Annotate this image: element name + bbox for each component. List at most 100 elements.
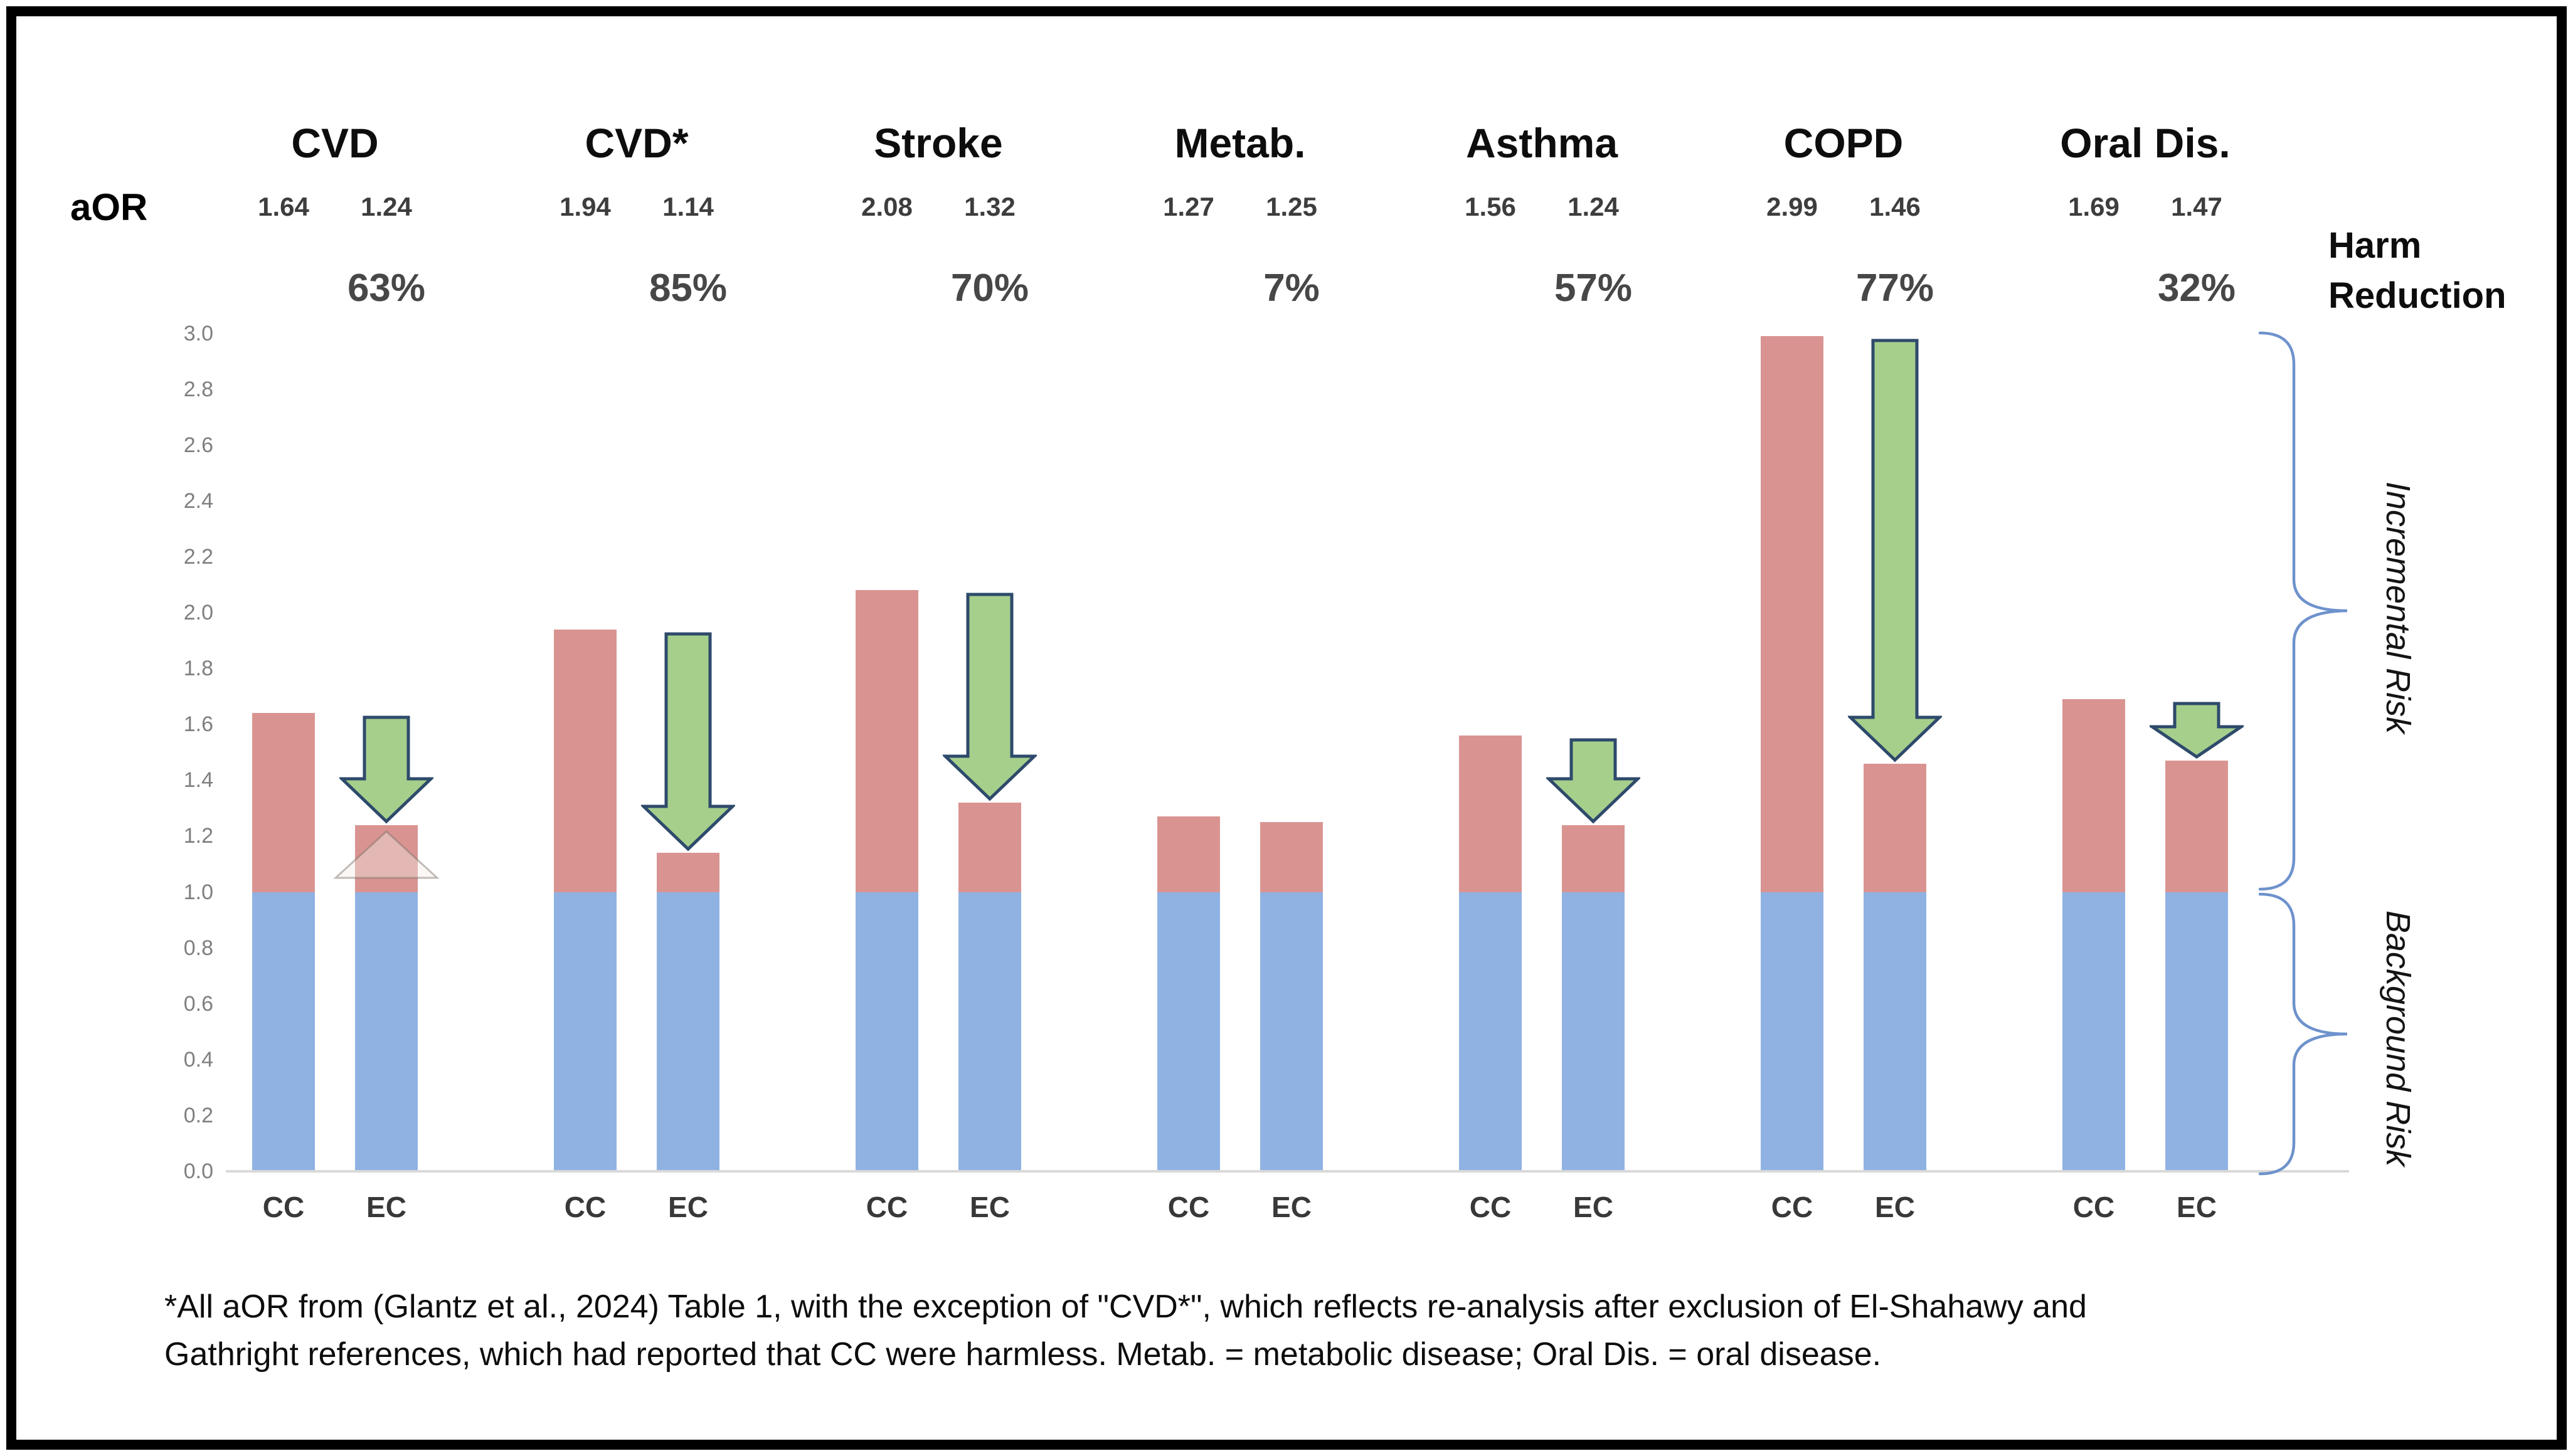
bar-category-label: EC [1875, 1191, 1915, 1223]
down-arrow-icon [639, 632, 737, 852]
y-tick-label: 2.2 [183, 545, 213, 569]
bar-background-risk [856, 892, 918, 1171]
harm-reduction-value: 57% [1554, 266, 1633, 310]
bar-incremental-risk [1864, 764, 1926, 892]
harm-reduction-arrow [639, 632, 737, 853]
footnote: *All aOR from (Glantz et al., 2024) Tabl… [164, 1283, 2087, 1378]
aor-value: 1.32 [964, 192, 1016, 221]
bar-background-risk [1562, 892, 1625, 1171]
bar-incremental-risk [1459, 736, 1522, 892]
y-tick-label: 0.0 [183, 1159, 213, 1183]
y-tick-label: 2.6 [183, 433, 213, 457]
bar-incremental-risk [355, 825, 418, 892]
y-tick-label: 1.8 [183, 657, 213, 680]
harm-reduction-value: 85% [649, 266, 728, 310]
y-tick-label: 0.6 [183, 992, 213, 1016]
bar-background-risk [1157, 892, 1220, 1171]
bar-background-risk [554, 892, 617, 1171]
harm-reduction-arrow [1544, 738, 1642, 825]
aor-value: 1.94 [560, 192, 611, 221]
group-header: Metab. [1174, 120, 1306, 166]
aor-value: 1.24 [1568, 192, 1619, 221]
y-tick-label: 2.4 [183, 489, 213, 513]
aor-value: 1.69 [2068, 192, 2119, 221]
aor-value: 1.24 [361, 192, 412, 221]
y-tick-label: 3.0 [183, 322, 213, 346]
bar-category-label: CC [564, 1191, 607, 1223]
incremental-risk-label: Incremental Risk [2379, 482, 2417, 734]
harm-reduction-value: 32% [2157, 266, 2236, 310]
aor-value: 1.56 [1465, 192, 1516, 221]
aor-value: 2.99 [1766, 192, 1818, 221]
background-risk-label: Background Risk [2379, 910, 2417, 1167]
aor-value: 1.46 [1869, 192, 1921, 221]
group-header: Asthma [1465, 120, 1618, 166]
bar-incremental-risk [2165, 761, 2228, 892]
aor-value: 1.47 [2171, 192, 2222, 221]
harm-reduction-label-line1: Harm [2328, 225, 2422, 266]
bar-incremental-risk [554, 630, 617, 892]
bar-category-label: EC [366, 1191, 406, 1223]
y-tick-label: 0.4 [183, 1048, 213, 1072]
y-tick-label: 1.0 [183, 880, 213, 904]
bar-background-risk [1459, 892, 1522, 1171]
down-arrow-icon [337, 715, 435, 824]
x-axis-line [226, 1170, 2349, 1173]
bar-incremental-risk [1157, 816, 1220, 892]
aor-value: 1.27 [1163, 192, 1214, 221]
bar-background-risk [2062, 892, 2125, 1171]
harm-reduction-value: 70% [950, 266, 1029, 310]
bar-background-risk [1761, 892, 1823, 1171]
bar-category-label: EC [668, 1191, 708, 1223]
bar-category-label: CC [1167, 1191, 1210, 1223]
bar-background-risk [252, 892, 315, 1171]
y-tick-label: 0.2 [183, 1104, 213, 1127]
bar-incremental-risk [252, 713, 315, 892]
harm-reduction-label: Harm Reduction [2328, 221, 2507, 321]
bar-category-label: EC [1573, 1191, 1613, 1223]
bar-incremental-risk [657, 853, 719, 892]
background-risk-brace [2258, 892, 2348, 1176]
harm-reduction-label-line2: Reduction [2328, 275, 2507, 316]
down-arrow-icon [941, 593, 1039, 801]
harm-reduction-arrow [1846, 339, 1944, 764]
aor-value: 2.08 [861, 192, 913, 221]
bar-background-risk [1864, 892, 1926, 1171]
figure-border [6, 6, 2567, 1450]
bar-background-risk [355, 892, 418, 1171]
y-tick-label: 0.8 [183, 936, 213, 960]
bar-incremental-risk [1761, 336, 1823, 892]
footnote-line1: *All aOR from (Glantz et al., 2024) Tabl… [164, 1289, 2087, 1325]
harm-reduction-arrow [941, 593, 1039, 803]
bar-category-label: CC [262, 1191, 305, 1223]
harm-reduction-arrow [2146, 702, 2247, 761]
bar-category-label: CC [2072, 1191, 2115, 1223]
aor-axis-label: aOR [70, 186, 148, 228]
down-arrow-icon [1846, 339, 1944, 762]
bar-incremental-risk [856, 590, 918, 892]
bar-incremental-risk [958, 803, 1021, 892]
bar-category-label: EC [970, 1191, 1010, 1223]
group-header: COPD [1783, 120, 1904, 166]
harm-reduction-value: 77% [1855, 266, 1934, 310]
harm-reduction-value: 63% [347, 266, 426, 310]
bar-background-risk [657, 892, 719, 1171]
bar-category-label: CC [1469, 1191, 1512, 1223]
y-tick-label: 2.0 [183, 601, 213, 625]
bar-incremental-risk [1260, 822, 1323, 892]
bar-category-label: EC [1271, 1191, 1312, 1223]
group-header: Stroke [874, 120, 1003, 166]
aor-value: 1.14 [662, 192, 714, 221]
bar-category-label: EC [2177, 1191, 2217, 1223]
bar-category-label: CC [866, 1191, 908, 1223]
footnote-line2: Gathright references, which had reported… [164, 1336, 1882, 1373]
down-arrow-icon [2146, 702, 2247, 759]
group-header: CVD [291, 120, 379, 166]
down-arrow-icon [1544, 738, 1642, 824]
ghost-up-arrow-shape [333, 830, 440, 879]
bar-background-risk [1260, 892, 1323, 1171]
aor-value: 1.25 [1266, 192, 1317, 221]
y-tick-label: 2.8 [183, 377, 213, 401]
